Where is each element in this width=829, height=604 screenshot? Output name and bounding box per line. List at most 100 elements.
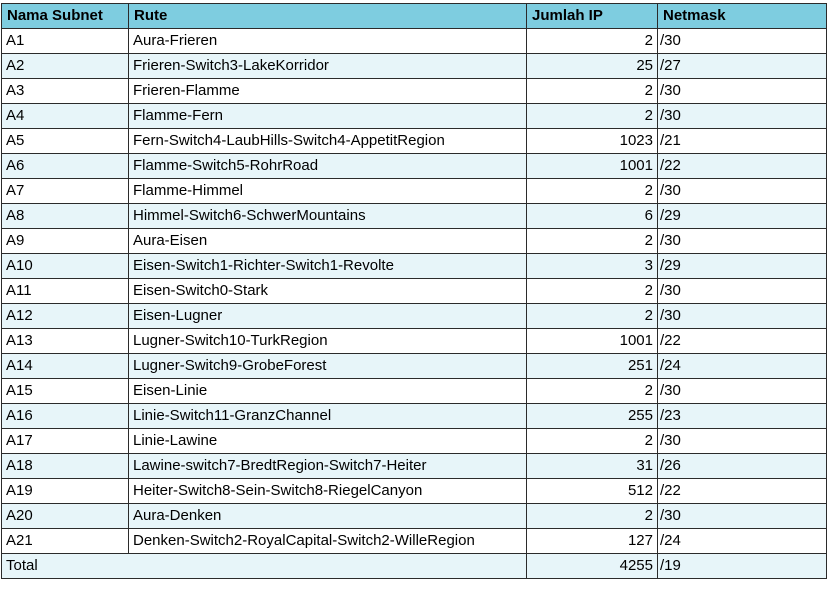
cell-route[interactable]: Aura-Denken — [128, 503, 527, 529]
cell-netmask[interactable]: /22 — [657, 478, 827, 504]
cell-route[interactable]: Aura-Frieren — [128, 28, 527, 54]
cell-subnet[interactable]: A4 — [1, 103, 129, 129]
cell-subnet[interactable]: A11 — [1, 278, 129, 304]
cell-ip-count[interactable]: 127 — [526, 528, 658, 554]
cell-subnet[interactable]: A6 — [1, 153, 129, 179]
cell-ip-count[interactable]: 1023 — [526, 128, 658, 154]
cell-subnet[interactable]: A5 — [1, 128, 129, 154]
cell-route[interactable]: Frieren-Flamme — [128, 78, 527, 104]
cell-route[interactable]: Heiter-Switch8-Sein-Switch8-RiegelCanyon — [128, 478, 527, 504]
cell-ip-count[interactable]: 1001 — [526, 153, 658, 179]
cell-ip-count[interactable]: 2 — [526, 303, 658, 329]
table-row: A14 Lugner-Switch9-GrobeForest 251/24 — [1, 353, 827, 379]
cell-route[interactable]: Denken-Switch2-RoyalCapital-Switch2-Will… — [128, 528, 527, 554]
cell-subnet[interactable]: A10 — [1, 253, 129, 279]
cell-subnet[interactable]: A3 — [1, 78, 129, 104]
cell-subnet[interactable]: A15 — [1, 378, 129, 404]
table-row: A17 Linie-Lawine 2/30 — [1, 428, 827, 454]
cell-ip-count[interactable]: 2 — [526, 278, 658, 304]
cell-netmask[interactable]: /29 — [657, 253, 827, 279]
cell-subnet[interactable]: A1 — [1, 28, 129, 54]
cell-subnet[interactable]: A7 — [1, 178, 129, 204]
cell-netmask[interactable]: /30 — [657, 178, 827, 204]
cell-ip-count[interactable]: 2 — [526, 503, 658, 529]
total-label[interactable]: Total — [1, 553, 527, 579]
header-ip-count[interactable]: Jumlah IP — [526, 3, 658, 29]
total-row: Total 4255 /19 — [1, 553, 827, 579]
cell-netmask[interactable]: /22 — [657, 153, 827, 179]
cell-ip-count[interactable]: 31 — [526, 453, 658, 479]
cell-route[interactable]: Linie-Lawine — [128, 428, 527, 454]
cell-netmask[interactable]: /30 — [657, 503, 827, 529]
cell-ip-count[interactable]: 2 — [526, 178, 658, 204]
cell-route[interactable]: Flamme-Himmel — [128, 178, 527, 204]
cell-route[interactable]: Eisen-Switch0-Stark — [128, 278, 527, 304]
cell-route[interactable]: Frieren-Switch3-LakeKorridor — [128, 53, 527, 79]
cell-netmask[interactable]: /30 — [657, 428, 827, 454]
cell-ip-count[interactable]: 2 — [526, 28, 658, 54]
cell-netmask[interactable]: /30 — [657, 228, 827, 254]
cell-ip-count[interactable]: 1001 — [526, 328, 658, 354]
cell-subnet[interactable]: A21 — [1, 528, 129, 554]
cell-subnet[interactable]: A14 — [1, 353, 129, 379]
cell-netmask[interactable]: /24 — [657, 528, 827, 554]
cell-netmask[interactable]: /29 — [657, 203, 827, 229]
cell-subnet[interactable]: A12 — [1, 303, 129, 329]
cell-ip-count[interactable]: 512 — [526, 478, 658, 504]
cell-route[interactable]: Linie-Switch11-GranzChannel — [128, 403, 527, 429]
header-route[interactable]: Rute — [128, 3, 527, 29]
cell-ip-count[interactable]: 2 — [526, 103, 658, 129]
cell-subnet[interactable]: A17 — [1, 428, 129, 454]
cell-ip-count[interactable]: 2 — [526, 428, 658, 454]
cell-subnet[interactable]: A20 — [1, 503, 129, 529]
cell-subnet[interactable]: A2 — [1, 53, 129, 79]
header-netmask[interactable]: Netmask — [657, 3, 827, 29]
cell-subnet[interactable]: A19 — [1, 478, 129, 504]
cell-netmask[interactable]: /30 — [657, 28, 827, 54]
cell-route[interactable]: Eisen-Linie — [128, 378, 527, 404]
cell-route[interactable]: Lawine-switch7-BredtRegion-Switch7-Heite… — [128, 453, 527, 479]
cell-netmask[interactable]: /27 — [657, 53, 827, 79]
table-row: A13 Lugner-Switch10-TurkRegion 1001/22 — [1, 328, 827, 354]
cell-ip-count[interactable]: 2 — [526, 378, 658, 404]
cell-ip-count[interactable]: 251 — [526, 353, 658, 379]
cell-netmask[interactable]: /30 — [657, 303, 827, 329]
table-row: A18 Lawine-switch7-BredtRegion-Switch7-He… — [1, 453, 827, 479]
cell-ip-count[interactable]: 2 — [526, 228, 658, 254]
cell-route[interactable]: Himmel-Switch6-SchwerMountains — [128, 203, 527, 229]
cell-ip-count[interactable]: 3 — [526, 253, 658, 279]
cell-netmask[interactable]: /21 — [657, 128, 827, 154]
cell-ip-count[interactable]: 255 — [526, 403, 658, 429]
cell-netmask[interactable]: /24 — [657, 353, 827, 379]
cell-subnet[interactable]: A8 — [1, 203, 129, 229]
total-netmask[interactable]: /19 — [657, 553, 827, 579]
cell-route[interactable]: Eisen-Lugner — [128, 303, 527, 329]
header-row: Nama Subnet Rute Jumlah IP Netmask — [1, 3, 827, 29]
cell-netmask[interactable]: /30 — [657, 103, 827, 129]
cell-netmask[interactable]: /30 — [657, 78, 827, 104]
cell-route[interactable]: Lugner-Switch10-TurkRegion — [128, 328, 527, 354]
cell-netmask[interactable]: /22 — [657, 328, 827, 354]
cell-netmask[interactable]: /30 — [657, 378, 827, 404]
cell-ip-count[interactable]: 2 — [526, 78, 658, 104]
cell-route[interactable]: Eisen-Switch1-Richter-Switch1-Revolte — [128, 253, 527, 279]
cell-route[interactable]: Flamme-Switch5-RohrRoad — [128, 153, 527, 179]
cell-route[interactable]: Aura-Eisen — [128, 228, 527, 254]
cell-route[interactable]: Fern-Switch4-LaubHills-Switch4-AppetitRe… — [128, 128, 527, 154]
cell-route[interactable]: Flamme-Fern — [128, 103, 527, 129]
table-row: A7 Flamme-Himmel 2/30 — [1, 178, 827, 204]
cell-subnet[interactable]: A16 — [1, 403, 129, 429]
cell-subnet[interactable]: A18 — [1, 453, 129, 479]
header-subnet[interactable]: Nama Subnet — [1, 3, 129, 29]
cell-subnet[interactable]: A13 — [1, 328, 129, 354]
table-row: A19 Heiter-Switch8-Sein-Switch8-RiegelCan… — [1, 478, 827, 504]
table-row: A20 Aura-Denken 2/30 — [1, 503, 827, 529]
cell-netmask[interactable]: /26 — [657, 453, 827, 479]
cell-netmask[interactable]: /30 — [657, 278, 827, 304]
cell-ip-count[interactable]: 25 — [526, 53, 658, 79]
cell-ip-count[interactable]: 6 — [526, 203, 658, 229]
cell-route[interactable]: Lugner-Switch9-GrobeForest — [128, 353, 527, 379]
total-ip[interactable]: 4255 — [526, 553, 658, 579]
cell-subnet[interactable]: A9 — [1, 228, 129, 254]
cell-netmask[interactable]: /23 — [657, 403, 827, 429]
